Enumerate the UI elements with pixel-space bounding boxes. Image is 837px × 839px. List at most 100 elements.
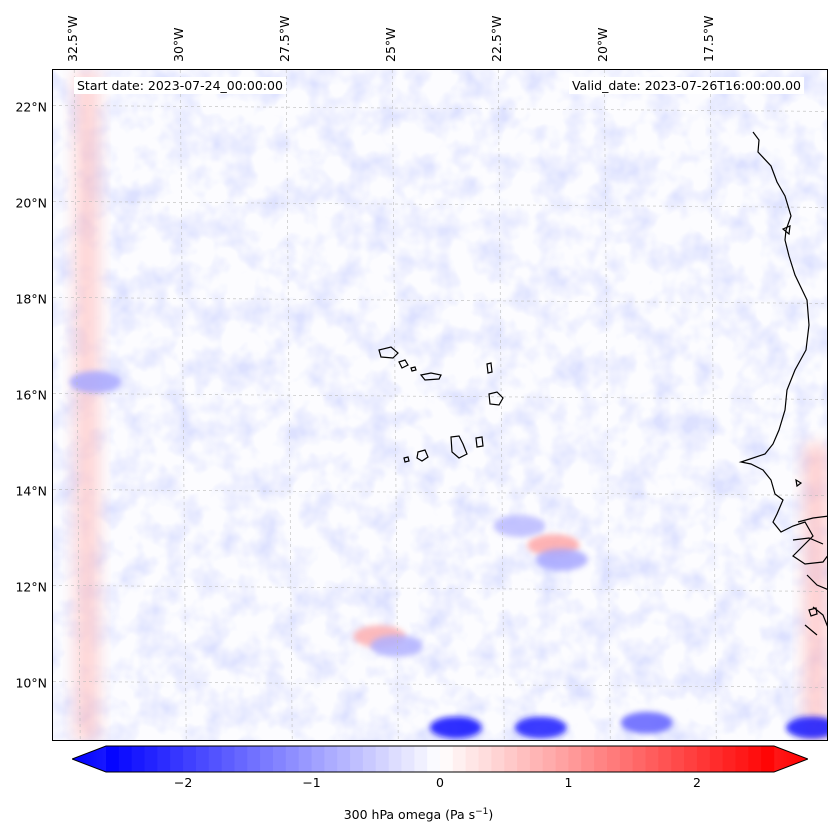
colorbar-step [465,746,479,772]
colorbar-step [555,746,569,772]
colorbar-step [568,746,582,772]
colorbar-step [324,746,338,772]
cape-verde-santiago [450,435,468,459]
meridian-gridline [709,70,717,740]
valid-date-label: Valid_date: 2023-07-26T16:00:00.00 [568,77,804,94]
colorbar-step [337,746,351,772]
colorbar-label-end: ) [488,807,494,823]
colorbar-step [388,746,402,772]
colorbar-step [350,746,364,772]
colorbar-step [106,746,120,772]
lon-label: 25°W [383,27,399,62]
colorbar-step [684,746,698,772]
colorbar-step [440,746,454,772]
colorbar-step [594,746,608,772]
lon-label: 30°W [171,27,187,62]
cape-verde-santa-luzia [410,366,417,372]
omega-field-map [53,70,827,740]
colorbar-step [234,746,248,772]
colorbar-step [696,746,711,772]
colorbar-label: 300 hPa omega (Pa s−1) [0,807,837,822]
omega-cell [370,635,423,657]
colorbar-label-main: 300 hPa omega (Pa s [343,807,476,823]
field-texture [53,70,827,740]
colorbar-step [144,746,158,772]
lat-label: 14°N [15,483,47,499]
colorbar-step [504,746,518,772]
coastal-islet [795,478,803,488]
lat-label: 16°N [15,387,47,403]
colorbar-step [658,746,672,772]
lat-label: 12°N [15,579,47,595]
bijagos-islet [808,607,818,617]
colorbar-step [311,746,325,772]
cape-verde-sao-nicolau [419,372,442,381]
map-panel[interactable] [52,69,828,741]
colorbar-step [260,746,274,772]
colorbar-tick-label: 2 [692,775,701,790]
meridian-gridline [179,70,187,740]
colorbar-tick-label: −2 [173,775,193,790]
meridian-gridline [73,70,81,740]
cape-verde-maio [475,436,484,448]
cape-verde-fogo [416,449,429,462]
omega-cell [535,548,588,571]
lat-label: 22°N [15,99,47,115]
colorbar-step [157,746,171,772]
colorbar-step [542,746,556,772]
start-date-label: Start date: 2023-07-24_00:00:00 [74,77,286,94]
colorbar-step [273,746,287,772]
omega-cell [786,716,827,739]
colorbar-step [671,746,685,772]
colorbar-label-exponent: −1 [475,807,489,817]
colorbar-step [452,746,466,772]
colorbar-step [375,746,389,772]
colorbar-step [131,746,145,772]
meridian-gridline [391,70,399,740]
omega-cell [514,716,567,739]
omega-band [74,70,99,740]
cape-verde-brava [403,456,410,463]
colorbar-tick-label: 1 [564,775,573,790]
lon-label: 17.5°W [701,15,717,62]
meridian-gridline [285,70,293,740]
colorbar-step [414,746,428,772]
colorbar-step [607,746,621,772]
colorbar-step [195,746,210,772]
colorbar-tick-label: 0 [436,775,444,790]
meridian-gridline [497,70,505,740]
coastline [378,131,827,636]
cape-verde-santo-antao [378,346,399,359]
colorbar-step [619,746,633,772]
cape-verde-boa-vista [488,391,504,406]
omega-cell [69,371,122,393]
colorbar-steps [106,746,775,772]
lon-label: 32.5°W [65,15,81,62]
omega-cell [429,716,482,739]
colorbar-step [645,746,659,772]
lon-label: 22.5°W [489,15,505,62]
omega-band [804,444,827,740]
colorbar-step [478,746,492,772]
meridian-gridline [603,70,611,740]
colorbar-step [529,746,544,772]
colorbar-step [183,746,197,772]
colorbar-step [247,746,261,772]
colorbar-tick-label: −1 [302,775,321,790]
colorbar-step [285,746,299,772]
colorbar-step [581,746,595,772]
colorbar-step [362,746,377,772]
africa-coastline [738,131,827,636]
lat-label: 20°N [15,195,47,211]
colorbar-step [298,746,312,772]
lat-label: 18°N [15,291,47,307]
colorbar-step [221,746,235,772]
colorbar-step [735,746,749,772]
lon-label: 20°W [595,27,611,62]
colorbar-step [170,746,184,772]
lat-label: 10°N [15,675,47,691]
colorbar-step [722,746,736,772]
lon-label: 27.5°W [277,15,293,62]
colorbar-step [709,746,723,772]
colorbar-step [401,746,415,772]
